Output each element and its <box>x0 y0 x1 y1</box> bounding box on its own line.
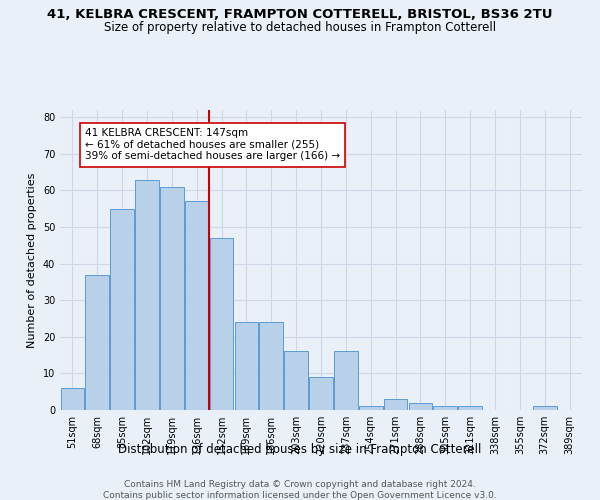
Bar <box>384 399 407 410</box>
Bar <box>185 202 209 410</box>
Bar <box>85 274 109 410</box>
Text: 41 KELBRA CRESCENT: 147sqm
← 61% of detached houses are smaller (255)
39% of sem: 41 KELBRA CRESCENT: 147sqm ← 61% of deta… <box>85 128 340 162</box>
Bar <box>409 402 432 410</box>
Bar <box>61 388 84 410</box>
Text: Contains HM Land Registry data © Crown copyright and database right 2024.: Contains HM Land Registry data © Crown c… <box>124 480 476 489</box>
Bar <box>309 377 333 410</box>
Bar <box>334 352 358 410</box>
Y-axis label: Number of detached properties: Number of detached properties <box>27 172 37 348</box>
Bar <box>160 187 184 410</box>
Bar <box>284 352 308 410</box>
Text: Distribution of detached houses by size in Frampton Cotterell: Distribution of detached houses by size … <box>118 442 482 456</box>
Bar <box>210 238 233 410</box>
Bar <box>235 322 258 410</box>
Text: Size of property relative to detached houses in Frampton Cotterell: Size of property relative to detached ho… <box>104 21 496 34</box>
Text: Contains public sector information licensed under the Open Government Licence v3: Contains public sector information licen… <box>103 491 497 500</box>
Bar <box>458 406 482 410</box>
Bar <box>359 406 383 410</box>
Text: 41, KELBRA CRESCENT, FRAMPTON COTTERELL, BRISTOL, BS36 2TU: 41, KELBRA CRESCENT, FRAMPTON COTTERELL,… <box>47 8 553 20</box>
Bar <box>533 406 557 410</box>
Bar <box>135 180 159 410</box>
Bar <box>110 209 134 410</box>
Bar <box>259 322 283 410</box>
Bar <box>433 406 457 410</box>
